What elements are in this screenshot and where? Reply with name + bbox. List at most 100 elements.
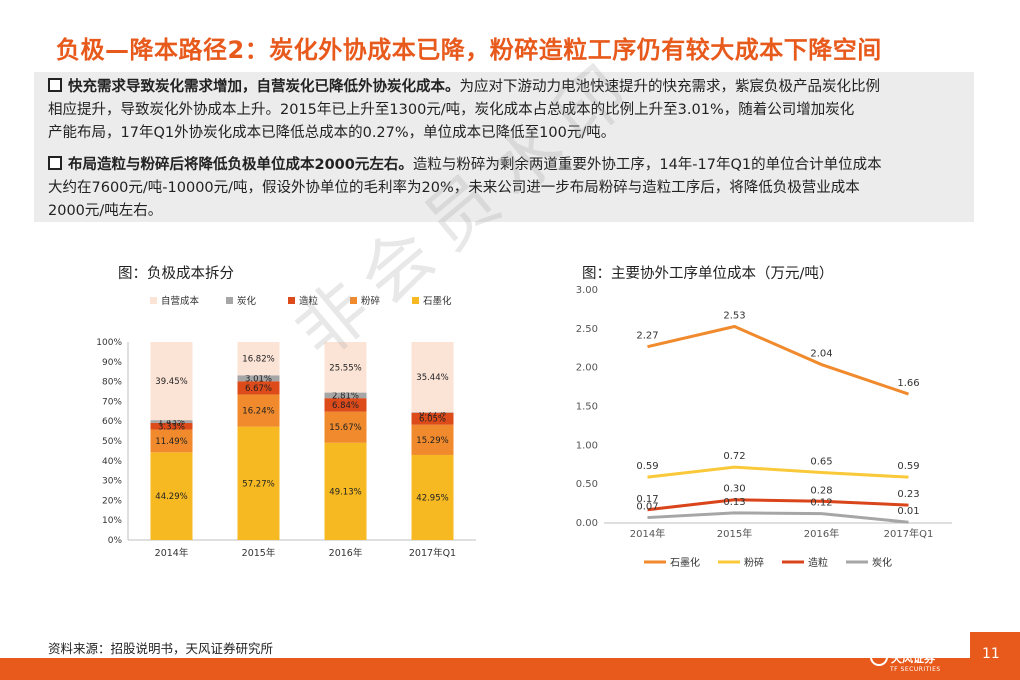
legend-label: 炭化 [872,556,892,569]
y-tick-label: 0.00 [576,518,598,529]
point-data-label: 2.27 [636,331,658,342]
bar-segment [324,411,367,443]
checkbox-square-icon [48,78,62,92]
point-data-label: 0.59 [636,461,658,472]
x-tick-label: 2015年 [717,527,752,540]
legend-label: 粉碎 [361,295,381,307]
y-tick-label: 100% [96,338,122,348]
bar-segment [324,398,367,412]
legend-swatch [150,297,157,304]
logo-subtext: TF SECURITIES [890,666,941,673]
bar-data-label: 15.29% [416,436,448,446]
bar-data-label: 3.33% [158,422,185,432]
footer-bar: 资料来源：招股说明书，天风证券研究所 天风证券 TF SECURITIES 11 [0,632,1020,680]
summary-box: 快充需求导致炭化需求增加，自营炭化已降低外协炭化成本。为应对下游动力电池快速提升… [34,72,974,222]
point-data-label: 0.28 [810,485,832,496]
bar-data-label: 15.67% [329,423,361,433]
legend-swatch [226,297,233,304]
bar-segment [237,426,280,540]
bar-segment [411,412,454,413]
bar-data-label: 39.45% [155,377,187,387]
y-tick-label: 90% [102,358,122,368]
legend-label: 造粒 [808,556,828,569]
bar-segment [324,442,367,540]
bar-segment [411,342,454,413]
y-tick-label: 60% [102,417,122,427]
series-line [647,324,909,396]
bar-segment [411,412,454,425]
y-tick-label: 40% [102,457,122,467]
legend-label: 石墨化 [670,556,700,569]
bar-chart-title: 图：负极成本拆分 [118,266,234,282]
y-tick-label: 3.00 [576,285,598,296]
checkbox-square-icon [48,156,62,170]
bullet-2-line3: 2000元/吨左右。 [48,203,163,219]
bullet-1-head: 快充需求导致炭化需求增加，自营炭化已降低外协炭化成本。 [68,79,460,95]
point-data-label: 0.72 [723,451,745,462]
bar-data-label: 49.13% [329,487,361,497]
y-tick-label: 0% [108,536,123,546]
logo-text: 天风证券 [891,652,935,665]
point-data-label: 0.13 [723,497,745,508]
y-tick-label: 0.50 [576,479,598,490]
legend-label: 炭化 [237,295,257,307]
bar-segment [237,375,280,382]
bar-segment [150,452,193,540]
bar-data-label: 35.44% [416,373,448,383]
logo-flower-icon [870,648,888,666]
bar-data-label: 42.95% [416,493,448,503]
bar-data-label: 57.27% [242,479,274,489]
bar-segment [324,342,367,393]
bar-data-label: 2.81% [332,391,359,401]
company-logo: 天风证券 TF SECURITIES [870,648,941,673]
bullet-2: 布局造粒与粉碎后将降低负极单位成本2000元左右。造粒与粉碎为剩余两道重要外协工… [48,154,968,223]
point-data-label: 1.66 [897,378,919,389]
bar-data-label: 6.05% [419,415,446,425]
point-data-label: 0.12 [810,498,832,509]
bullet-1-line1: 为应对下游动力电池快速提升的快充需求，紫宸负极产品炭化比例 [459,79,881,95]
legend-label: 造粒 [299,295,319,307]
bullet-1-line2: 相应提升，导致炭化外协成本上升。2015年已上升至1300元/吨，炭化成本占总成… [48,102,855,118]
series-line [647,498,909,512]
x-tick-label: 2016年 [329,547,363,559]
bullet-2-line2: 大约在7600元/吨-10000元/吨，假设外协单位的毛利率为20%，未来公司进… [48,180,860,196]
y-tick-label: 1.50 [576,402,598,413]
point-data-label: 2.04 [810,349,832,360]
y-tick-label: 20% [102,496,122,506]
y-tick-label: 30% [102,477,122,487]
bar-data-label: 1.43% [158,418,185,428]
series-line [647,465,909,479]
line-chart: 0.00 0.50 1.00 1.50 2.00 2.50 3.00 2.27 2.53 2.04… [576,285,952,569]
bullet-1: 快充需求导致炭化需求增加，自营炭化已降低外协炭化成本。为应对下游动力电池快速提升… [48,76,968,145]
legend-label: 粉碎 [744,556,764,569]
point-data-label: 0.65 [810,457,832,468]
y-tick-label: 1.00 [576,440,598,451]
point-data-label: 0.59 [897,461,919,472]
legend-swatch [288,297,295,304]
x-tick-label: 2016年 [804,527,839,540]
y-tick-label: 50% [102,437,122,447]
bar-data-label: 44.29% [155,492,187,502]
bullet-2-head: 布局造粒与粉碎后将降低负极单位成本2000元左右。 [68,157,413,173]
bar-data-label: 0.27% [419,408,446,418]
y-tick-label: 70% [102,397,122,407]
y-tick-label: 2.50 [576,324,598,335]
x-tick-label: 2015年 [242,547,276,559]
x-tick-label: 2014年 [630,527,665,540]
stacked-bar-chart: 自营成本 炭化 造粒 粉碎 石墨化 0% 10% 20% 30% 40% 50% 60% 70% 80% 9… [96,295,476,559]
legend-swatch [412,297,419,304]
bar-segment [237,341,280,376]
point-data-label: 0.17 [636,494,658,505]
bar-data-label: 11.49% [155,437,187,447]
bar-segment [150,429,193,453]
legend-label: 自营成本 [161,295,200,307]
bar-segment [150,342,193,421]
bar-data-label: 16.82% [242,355,274,365]
x-tick-label: 2014年 [155,547,189,559]
y-tick-label: 2.00 [576,363,598,374]
page-number: 11 [982,646,1000,662]
bullet-2-line1: 造粒与粉碎为剩余两道重要外协工序，14年-17年Q1的单位合计单位成本 [412,157,882,173]
point-data-label: 0.23 [897,489,919,500]
x-tick-label: 2017年Q1 [884,527,934,540]
point-data-label: 0.30 [723,484,745,495]
